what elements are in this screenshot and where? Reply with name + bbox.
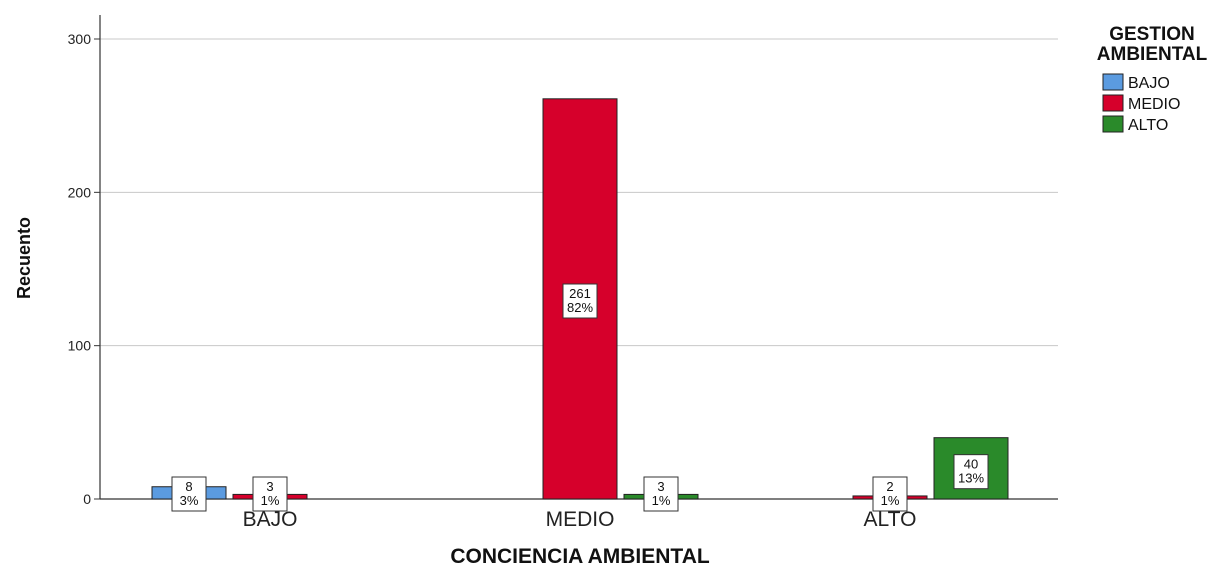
data-label-box-medio-alto: [643, 476, 679, 512]
data-label-box-medio-medio: [562, 283, 598, 319]
data-label-percent-alto-alto: 13%: [958, 471, 984, 486]
data-label-box-alto-alto: [953, 454, 989, 490]
data-label-box-bajo-bajo: [171, 476, 207, 512]
data-label-percent-alto-medio: 1%: [881, 493, 900, 508]
x-tick-label-alto: ALTO: [864, 508, 917, 531]
data-label-value-bajo-medio: 3: [266, 479, 273, 494]
y-tick-label-0: 0: [83, 491, 91, 507]
data-label-value-bajo-bajo: 8: [185, 479, 192, 494]
legend-label-medio: MEDIO: [1128, 96, 1180, 113]
legend-swatch-bajo: [1102, 73, 1124, 91]
x-axis-title: CONCIENCIA AMBIENTAL: [450, 545, 710, 567]
data-label-percent-medio-medio: 82%: [567, 300, 593, 315]
data-label-percent-bajo-bajo: 3%: [180, 493, 199, 508]
legend-swatch-medio: [1102, 94, 1124, 112]
y-tick-label-200: 200: [68, 184, 92, 200]
data-label-box-bajo-medio: [252, 476, 288, 512]
legend-swatch-alto: [1102, 115, 1124, 133]
legend-label-bajo: BAJO: [1128, 75, 1170, 92]
y-tick-label-300: 300: [68, 31, 92, 47]
data-label-percent-medio-alto: 1%: [652, 493, 671, 508]
data-label-value-medio-medio: 261: [569, 286, 591, 301]
data-label-value-medio-alto: 3: [657, 479, 664, 494]
y-tick-label-100: 100: [68, 338, 92, 354]
data-label-box-alto-medio: [872, 476, 908, 512]
legend-label-alto: ALTO: [1128, 117, 1168, 134]
data-label-percent-bajo-medio: 1%: [261, 493, 280, 508]
data-label-value-alto-medio: 2: [886, 479, 893, 494]
legend-title-line-1: GESTION: [1109, 24, 1195, 45]
x-tick-label-medio: MEDIO: [546, 508, 615, 531]
legend-title-line-2: AMBIENTAL: [1097, 44, 1208, 65]
data-label-value-alto-alto: 40: [964, 457, 978, 472]
x-tick-label-bajo: BAJO: [243, 508, 298, 531]
y-axis-title: Recuento: [14, 217, 34, 299]
